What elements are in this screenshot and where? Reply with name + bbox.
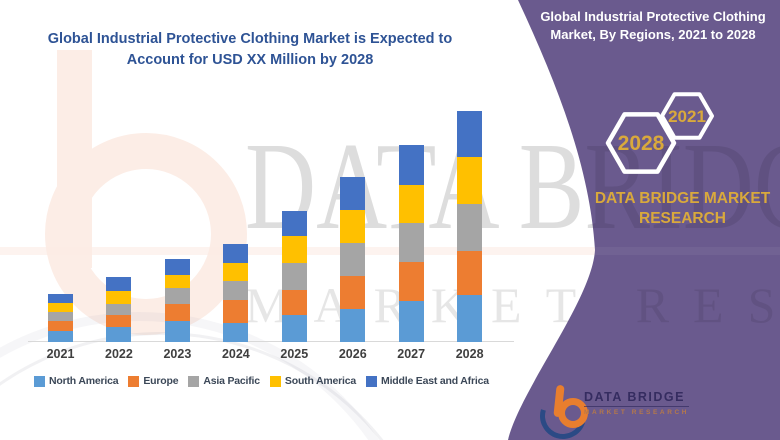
stacked-bar-chart: Global Industrial Protective Clothing Ma… — [28, 29, 514, 387]
bar-segment-north-america-2027 — [398, 301, 424, 342]
x-label-2023: 2023 — [163, 347, 192, 361]
bar-2024 — [223, 244, 249, 342]
bar-segment-north-america-2024 — [223, 323, 249, 342]
bar-2027 — [398, 145, 424, 342]
bar-2028 — [457, 111, 483, 342]
x-axis-line — [28, 341, 514, 342]
bar-segment-south-america-2024 — [223, 263, 249, 281]
background-stripe — [0, 247, 780, 255]
legend-item-asia-pacific: Asia Pacific — [188, 375, 260, 387]
chart-title-line2: Account for USD XX Million by 2028 — [126, 52, 374, 68]
legend-item-middle-east-and-africa: Middle East and Africa — [366, 375, 489, 387]
bar-segment-asia-pacific-2022 — [106, 304, 132, 315]
x-label-2025: 2025 — [280, 347, 309, 361]
chart-title-line1: Global Industrial Protective Clothing Ma… — [47, 31, 453, 47]
bar-segment-north-america-2023 — [164, 321, 190, 342]
bar-segment-europe-2022 — [106, 315, 132, 327]
bar-segment-south-america-2022 — [106, 291, 132, 304]
bar-segment-south-america-2026 — [340, 210, 366, 243]
legend-item-north-america: North America — [34, 375, 119, 387]
bar-segment-europe-2024 — [223, 300, 249, 323]
bar-segment-middle-east-and-africa-2026 — [340, 177, 366, 210]
hexagon-badge-2028 — [605, 112, 677, 174]
x-label-2026: 2026 — [338, 347, 367, 361]
bar-segment-europe-2028 — [457, 251, 483, 295]
hexagon-badge-2021 — [660, 92, 714, 140]
bar-segment-asia-pacific-2026 — [340, 243, 366, 276]
bar-segment-middle-east-and-africa-2024 — [223, 244, 249, 263]
legend-swatch — [366, 375, 378, 387]
bar-segment-north-america-2026 — [340, 309, 366, 342]
legend-item-south-america: South America — [269, 375, 357, 387]
x-label-2024: 2024 — [221, 347, 250, 361]
bar-segment-middle-east-and-africa-2022 — [106, 277, 132, 291]
bar-segment-middle-east-and-africa-2028 — [457, 111, 483, 157]
legend-swatch — [128, 375, 140, 387]
bar-segment-europe-2025 — [281, 290, 307, 315]
bar-segment-europe-2027 — [398, 262, 424, 301]
bar-segment-south-america-2021 — [48, 303, 73, 312]
bar-segment-middle-east-and-africa-2023 — [164, 259, 190, 275]
bar-segment-north-america-2025 — [281, 315, 307, 342]
bar-2021 — [48, 294, 73, 342]
legend-item-europe: Europe — [128, 375, 179, 387]
bar-segment-south-america-2025 — [281, 236, 307, 263]
bar-segment-europe-2026 — [340, 276, 366, 309]
bar-segment-asia-pacific-2023 — [164, 288, 190, 304]
bar-2025 — [281, 211, 307, 342]
x-label-2028: 2028 — [455, 347, 484, 361]
bar-segment-asia-pacific-2021 — [48, 312, 73, 321]
legend-label: Middle East and Africa — [381, 375, 489, 387]
chart-title: Global Industrial Protective Clothing Ma… — [30, 29, 470, 71]
legend-label: Europe — [143, 375, 179, 387]
bar-segment-asia-pacific-2024 — [223, 281, 249, 300]
bar-segment-asia-pacific-2027 — [398, 223, 424, 262]
bar-2026 — [340, 177, 366, 342]
legend-label: Asia Pacific — [203, 375, 260, 387]
bar-segment-south-america-2028 — [457, 157, 483, 204]
bar-segment-north-america-2022 — [106, 327, 132, 342]
bar-segment-europe-2023 — [164, 304, 190, 321]
bar-segment-north-america-2021 — [48, 331, 73, 342]
x-label-2021: 2021 — [46, 347, 75, 361]
bar-segment-north-america-2028 — [457, 295, 483, 342]
bar-segment-middle-east-and-africa-2025 — [281, 211, 307, 236]
bar-2022 — [106, 277, 132, 342]
x-label-2022: 2022 — [105, 347, 133, 361]
legend-label: South America — [284, 375, 357, 387]
bar-segment-south-america-2027 — [398, 185, 424, 223]
x-label-2027: 2027 — [397, 347, 426, 361]
bar-2023 — [164, 259, 190, 342]
legend-label: North America — [49, 375, 119, 387]
legend-swatch — [34, 375, 45, 387]
legend-swatch — [188, 375, 200, 387]
chart-legend: North America Europe Asia Pacific South Ame… — [34, 375, 514, 387]
bar-segment-middle-east-and-africa-2021 — [48, 294, 73, 303]
legend-swatch — [269, 375, 281, 387]
bar-segment-south-america-2023 — [164, 275, 190, 288]
bar-segment-asia-pacific-2025 — [281, 263, 307, 290]
bar-segment-asia-pacific-2028 — [457, 204, 483, 251]
bar-segment-europe-2021 — [48, 321, 73, 331]
purple-panel-shape — [508, 0, 780, 440]
bar-segment-middle-east-and-africa-2027 — [398, 145, 424, 185]
